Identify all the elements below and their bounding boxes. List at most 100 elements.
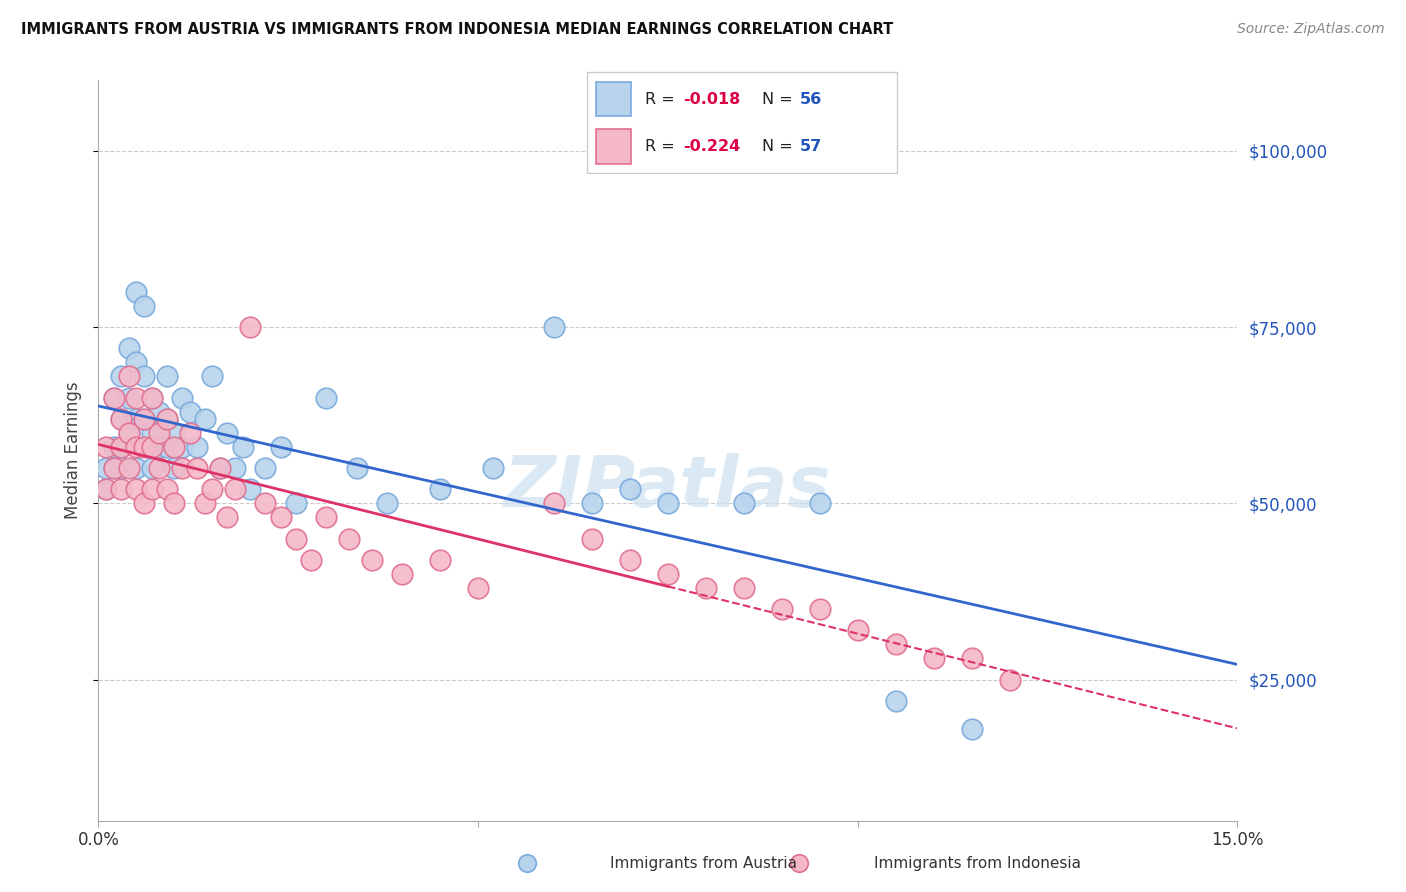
Point — [315, 510, 337, 524]
Point — [156, 482, 179, 496]
Point — [110, 440, 132, 454]
Point — [208, 461, 231, 475]
Point — [103, 461, 125, 475]
Point — [103, 391, 125, 405]
Point — [619, 553, 641, 567]
Point — [315, 391, 337, 405]
FancyBboxPatch shape — [586, 72, 897, 173]
Point — [170, 440, 193, 454]
Point — [125, 482, 148, 496]
Point — [375, 496, 398, 510]
Text: ZIPatlas: ZIPatlas — [505, 453, 831, 522]
Point — [156, 440, 179, 454]
Text: N =: N = — [762, 92, 799, 106]
Point — [132, 299, 155, 313]
Point — [132, 440, 155, 454]
Point — [429, 482, 451, 496]
Text: IMMIGRANTS FROM AUSTRIA VS IMMIGRANTS FROM INDONESIA MEDIAN EARNINGS CORRELATION: IMMIGRANTS FROM AUSTRIA VS IMMIGRANTS FR… — [21, 22, 893, 37]
Point — [391, 566, 413, 581]
Point — [156, 411, 179, 425]
Point — [239, 320, 262, 334]
Point — [118, 425, 141, 440]
Text: 56: 56 — [800, 92, 823, 106]
Point — [657, 496, 679, 510]
Point — [103, 461, 125, 475]
Point — [337, 532, 360, 546]
Point — [254, 461, 277, 475]
Point — [110, 411, 132, 425]
Point — [163, 440, 186, 454]
Point — [270, 510, 292, 524]
Point — [208, 461, 231, 475]
Point — [148, 461, 170, 475]
Point — [179, 425, 201, 440]
Point — [194, 411, 217, 425]
Point — [156, 369, 179, 384]
Point — [217, 425, 239, 440]
Point — [110, 411, 132, 425]
Point — [110, 482, 132, 496]
Point — [270, 440, 292, 454]
Point — [224, 461, 246, 475]
Point — [125, 355, 148, 369]
Point — [299, 553, 322, 567]
Point — [118, 461, 141, 475]
Point — [118, 425, 141, 440]
Point — [141, 391, 163, 405]
Point — [141, 461, 163, 475]
Text: Source: ZipAtlas.com: Source: ZipAtlas.com — [1237, 22, 1385, 37]
Point — [770, 602, 793, 616]
Point — [346, 461, 368, 475]
Point — [163, 425, 186, 440]
Point — [581, 532, 603, 546]
Point — [118, 369, 141, 384]
Point — [170, 461, 193, 475]
Point — [922, 651, 945, 665]
Point — [132, 369, 155, 384]
Point — [482, 461, 505, 475]
Y-axis label: Median Earnings: Median Earnings — [65, 382, 83, 519]
Point — [998, 673, 1021, 687]
Point — [284, 496, 307, 510]
Text: 57: 57 — [800, 139, 823, 153]
Point — [170, 391, 193, 405]
Point — [141, 425, 163, 440]
Text: -0.224: -0.224 — [683, 139, 741, 153]
Point — [284, 532, 307, 546]
Point — [884, 694, 907, 708]
Point — [94, 482, 117, 496]
Point — [543, 320, 565, 334]
Point — [103, 440, 125, 454]
Point — [148, 440, 170, 454]
Point — [217, 510, 239, 524]
Point — [733, 496, 755, 510]
Point — [132, 496, 155, 510]
Text: Immigrants from Indonesia: Immigrants from Indonesia — [873, 856, 1081, 871]
FancyBboxPatch shape — [596, 81, 631, 117]
Point — [163, 496, 186, 510]
Point — [132, 411, 155, 425]
Point — [543, 496, 565, 510]
Point — [118, 391, 141, 405]
Point — [163, 461, 186, 475]
Point — [179, 405, 201, 419]
Point — [360, 553, 382, 567]
Point — [94, 461, 117, 475]
Point — [110, 461, 132, 475]
Point — [156, 411, 179, 425]
Point — [125, 440, 148, 454]
Point — [186, 440, 208, 454]
Point — [467, 581, 489, 595]
Point — [141, 391, 163, 405]
Point — [224, 482, 246, 496]
Point — [960, 651, 983, 665]
Point — [118, 341, 141, 355]
Point — [141, 440, 163, 454]
Point — [125, 411, 148, 425]
Point — [94, 482, 117, 496]
Text: N =: N = — [762, 139, 799, 153]
Point — [733, 581, 755, 595]
Point — [194, 496, 217, 510]
Point — [125, 461, 148, 475]
Text: R =: R = — [645, 92, 681, 106]
